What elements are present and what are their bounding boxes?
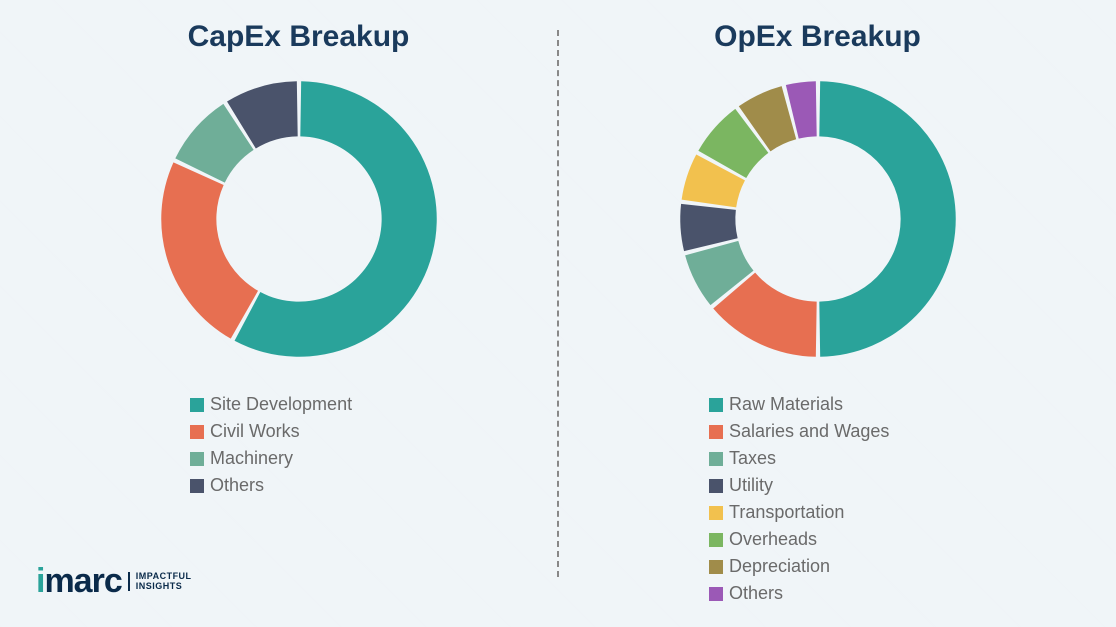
legend-item: Machinery	[190, 448, 352, 469]
legend-swatch	[709, 425, 723, 439]
legend-item: Taxes	[709, 448, 889, 469]
legend-item: Others	[190, 475, 352, 496]
donut-slice	[819, 81, 955, 356]
legend-item: Salaries and Wages	[709, 421, 889, 442]
legend-swatch	[709, 452, 723, 466]
legend-label: Civil Works	[210, 421, 300, 442]
legend-label: Machinery	[210, 448, 293, 469]
opex-title: OpEx Breakup	[714, 20, 921, 54]
legend-label: Utility	[729, 475, 773, 496]
donut-slice	[161, 162, 258, 338]
legend-item: Transportation	[709, 502, 889, 523]
opex-donut	[673, 74, 963, 364]
brand-logo: imarc IMPACTFUL INSIGHTS	[36, 562, 192, 601]
legend-item: Depreciation	[709, 556, 889, 577]
opex-legend: Raw Materials Salaries and Wages Taxes Util…	[709, 394, 889, 610]
legend-swatch	[190, 425, 204, 439]
legend-label: Transportation	[729, 502, 844, 523]
capex-title: CapEx Breakup	[188, 20, 410, 54]
brand-tagline-line2: INSIGHTS	[136, 582, 192, 592]
legend-item: Raw Materials	[709, 394, 889, 415]
legend-item: Utility	[709, 475, 889, 496]
capex-legend: Site Development Civil Works Machinery Othe…	[190, 394, 352, 502]
legend-swatch	[190, 452, 204, 466]
legend-swatch	[709, 398, 723, 412]
legend-label: Others	[210, 475, 264, 496]
legend-swatch	[709, 587, 723, 601]
capex-donut	[154, 74, 444, 364]
legend-swatch	[709, 533, 723, 547]
legend-label: Site Development	[210, 394, 352, 415]
legend-label: Raw Materials	[729, 394, 843, 415]
legend-swatch	[709, 506, 723, 520]
capex-panel: CapEx Breakup Site Development Civil Work…	[40, 10, 557, 607]
brand-logo-text: imarc	[36, 562, 122, 601]
legend-swatch	[190, 398, 204, 412]
brand-tagline: IMPACTFUL INSIGHTS	[128, 572, 192, 592]
legend-item: Civil Works	[190, 421, 352, 442]
main-container: CapEx Breakup Site Development Civil Work…	[0, 0, 1116, 627]
legend-item: Overheads	[709, 529, 889, 550]
legend-swatch	[709, 479, 723, 493]
legend-label: Others	[729, 583, 783, 604]
legend-item: Others	[709, 583, 889, 604]
legend-swatch	[709, 560, 723, 574]
legend-swatch	[190, 479, 204, 493]
legend-label: Overheads	[729, 529, 817, 550]
legend-item: Site Development	[190, 394, 352, 415]
legend-label: Salaries and Wages	[729, 421, 889, 442]
legend-label: Taxes	[729, 448, 776, 469]
legend-label: Depreciation	[729, 556, 830, 577]
opex-panel: OpEx Breakup Raw Materials Salaries and W…	[559, 10, 1076, 607]
